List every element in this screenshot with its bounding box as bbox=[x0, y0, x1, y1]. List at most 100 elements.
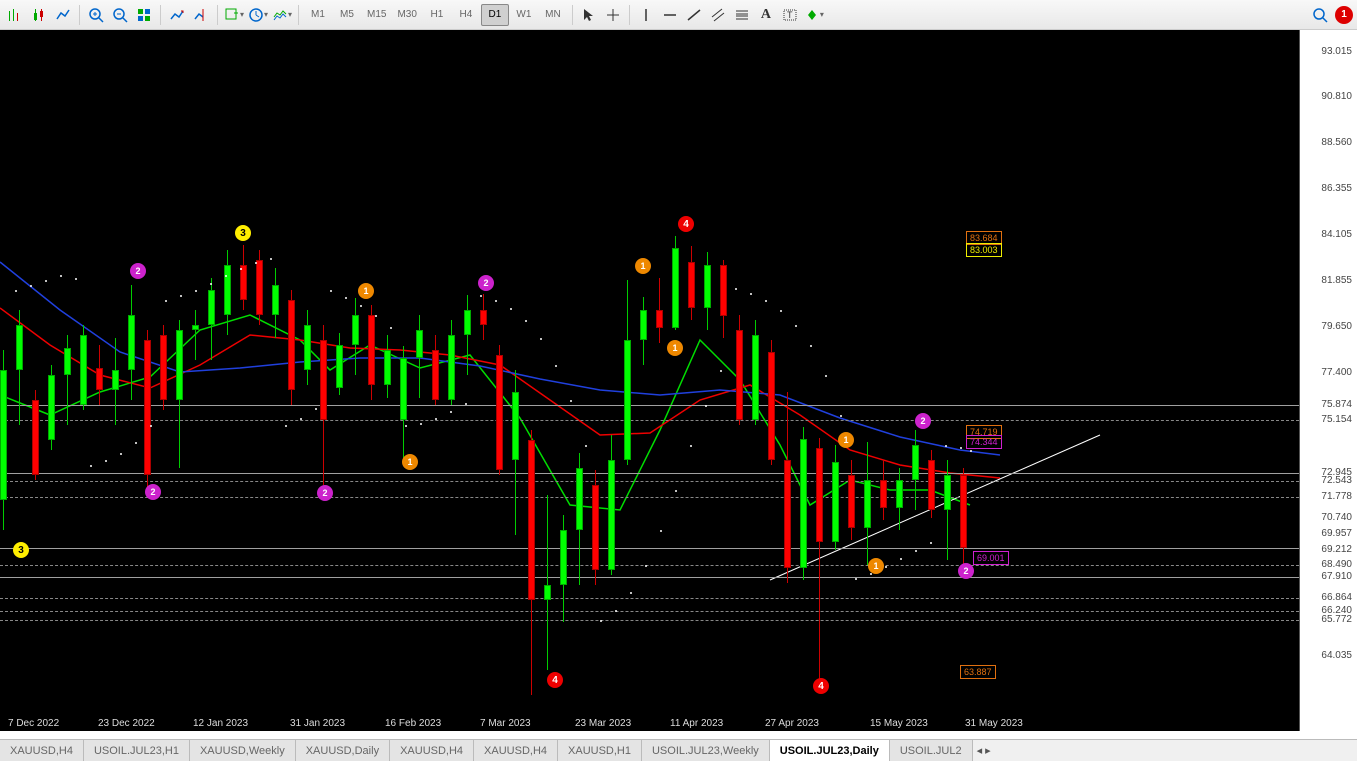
psar-dot bbox=[825, 375, 827, 377]
price-tick: 79.650 bbox=[1321, 321, 1352, 332]
chart-tab[interactable]: XAUUSD,H4 bbox=[390, 740, 474, 761]
psar-dot bbox=[660, 530, 662, 532]
horizontal-level[interactable] bbox=[0, 548, 1299, 549]
price-tick: 69.212 bbox=[1321, 544, 1352, 555]
fibonacci-icon[interactable] bbox=[731, 4, 753, 26]
equidistant-channel-icon[interactable] bbox=[707, 4, 729, 26]
psar-dot bbox=[870, 573, 872, 575]
horizontal-level[interactable] bbox=[0, 481, 1299, 482]
wave-label[interactable]: 4 bbox=[678, 216, 694, 232]
tile-windows-icon[interactable] bbox=[133, 4, 155, 26]
psar-dot bbox=[780, 310, 782, 312]
psar-dot bbox=[645, 565, 647, 567]
horizontal-level[interactable] bbox=[0, 620, 1299, 621]
horizontal-level[interactable] bbox=[0, 565, 1299, 566]
chart-tab[interactable]: XAUUSD,H4 bbox=[0, 740, 84, 761]
timeframe-h4[interactable]: H4 bbox=[452, 4, 480, 26]
price-label[interactable]: 63.887 bbox=[960, 665, 996, 679]
chart-tab[interactable]: XAUUSD,Weekly bbox=[190, 740, 296, 761]
wave-label[interactable]: 4 bbox=[547, 672, 563, 688]
horizontal-level[interactable] bbox=[0, 405, 1299, 406]
time-tick: 7 Mar 2023 bbox=[480, 718, 531, 729]
psar-dot bbox=[165, 300, 167, 302]
psar-dot bbox=[405, 425, 407, 427]
search-icon[interactable] bbox=[1309, 4, 1331, 26]
wave-label[interactable]: 2 bbox=[478, 275, 494, 291]
zoom-out-icon[interactable] bbox=[109, 4, 131, 26]
timeframe-m1[interactable]: M1 bbox=[304, 4, 332, 26]
separator bbox=[160, 5, 161, 25]
indicators-icon[interactable]: ▾ bbox=[223, 4, 245, 26]
separator bbox=[298, 5, 299, 25]
psar-dot bbox=[765, 300, 767, 302]
timeframe-d1[interactable]: D1 bbox=[481, 4, 509, 26]
price-label[interactable]: 83.003 bbox=[966, 243, 1002, 257]
timeframe-m15[interactable]: M15 bbox=[362, 4, 391, 26]
horizontal-level[interactable] bbox=[0, 577, 1299, 578]
timeframe-m30[interactable]: M30 bbox=[392, 4, 421, 26]
crosshair-icon[interactable] bbox=[602, 4, 624, 26]
horizontal-level[interactable] bbox=[0, 473, 1299, 474]
chart-tab[interactable]: XAUUSD,H4 bbox=[474, 740, 558, 761]
autoscroll-icon[interactable] bbox=[166, 4, 188, 26]
psar-dot bbox=[195, 290, 197, 292]
line-chart-icon[interactable] bbox=[52, 4, 74, 26]
wave-label[interactable]: 4 bbox=[813, 678, 829, 694]
wave-label[interactable]: 1 bbox=[402, 454, 418, 470]
bar-chart-icon[interactable] bbox=[4, 4, 26, 26]
time-tick: 15 May 2023 bbox=[870, 718, 928, 729]
time-tick: 31 Jan 2023 bbox=[290, 718, 345, 729]
price-tick: 65.772 bbox=[1321, 614, 1352, 625]
zoom-in-icon[interactable] bbox=[85, 4, 107, 26]
wave-label[interactable]: 1 bbox=[868, 558, 884, 574]
periods-icon[interactable]: ▾ bbox=[247, 4, 269, 26]
horizontal-level[interactable] bbox=[0, 611, 1299, 612]
notification-badge[interactable]: 1 bbox=[1335, 6, 1353, 24]
timeframe-w1[interactable]: W1 bbox=[510, 4, 538, 26]
psar-dot bbox=[945, 445, 947, 447]
timeframe-mn[interactable]: MN bbox=[539, 4, 567, 26]
timeframe-h1[interactable]: H1 bbox=[423, 4, 451, 26]
text-label-icon[interactable]: A bbox=[755, 4, 777, 26]
psar-dot bbox=[180, 295, 182, 297]
horizontal-level[interactable] bbox=[0, 420, 1299, 421]
chart-tab[interactable]: XAUUSD,Daily bbox=[296, 740, 390, 761]
tab-scroll-arrows[interactable]: ◂ ▸ bbox=[973, 740, 995, 761]
vertical-line-icon[interactable] bbox=[635, 4, 657, 26]
price-tick: 71.778 bbox=[1321, 491, 1352, 502]
trendline-icon[interactable] bbox=[683, 4, 705, 26]
wave-label[interactable]: 2 bbox=[145, 484, 161, 500]
wave-label[interactable]: 1 bbox=[358, 283, 374, 299]
chart-shift-icon[interactable] bbox=[190, 4, 212, 26]
wave-label[interactable]: 1 bbox=[635, 258, 651, 274]
psar-dot bbox=[795, 325, 797, 327]
chart-tab[interactable]: USOIL.JUL23,Daily bbox=[770, 740, 890, 761]
wave-label[interactable]: 1 bbox=[667, 340, 683, 356]
wave-label[interactable]: 3 bbox=[235, 225, 251, 241]
psar-dot bbox=[285, 425, 287, 427]
wave-label[interactable]: 2 bbox=[130, 263, 146, 279]
price-label[interactable]: 69.001 bbox=[973, 551, 1009, 565]
chart-tab[interactable]: XAUUSD,H1 bbox=[558, 740, 642, 761]
wave-label[interactable]: 3 bbox=[13, 542, 29, 558]
wave-label[interactable]: 2 bbox=[958, 563, 974, 579]
psar-dot bbox=[840, 415, 842, 417]
chart-tab[interactable]: USOIL.JUL23,H1 bbox=[84, 740, 190, 761]
horizontal-level[interactable] bbox=[0, 497, 1299, 498]
candle-chart-icon[interactable] bbox=[28, 4, 50, 26]
cursor-icon[interactable] bbox=[578, 4, 600, 26]
wave-label[interactable]: 2 bbox=[915, 413, 931, 429]
timeframe-m5[interactable]: M5 bbox=[333, 4, 361, 26]
wave-label[interactable]: 2 bbox=[317, 485, 333, 501]
chart-tab[interactable]: USOIL.JUL2 bbox=[890, 740, 973, 761]
wave-label[interactable]: 1 bbox=[838, 432, 854, 448]
chart-tab[interactable]: USOIL.JUL23,Weekly bbox=[642, 740, 770, 761]
horizontal-level[interactable] bbox=[0, 598, 1299, 599]
chart-body[interactable]: 3223211241144112283.68483.00374.71974.34… bbox=[0, 30, 1299, 731]
time-tick: 16 Feb 2023 bbox=[385, 718, 441, 729]
text-icon[interactable]: T bbox=[779, 4, 801, 26]
objects-icon[interactable]: ▾ bbox=[803, 4, 825, 26]
templates-icon[interactable]: ▾ bbox=[271, 4, 293, 26]
price-label[interactable]: 74.344 bbox=[966, 435, 1002, 449]
horizontal-line-icon[interactable] bbox=[659, 4, 681, 26]
